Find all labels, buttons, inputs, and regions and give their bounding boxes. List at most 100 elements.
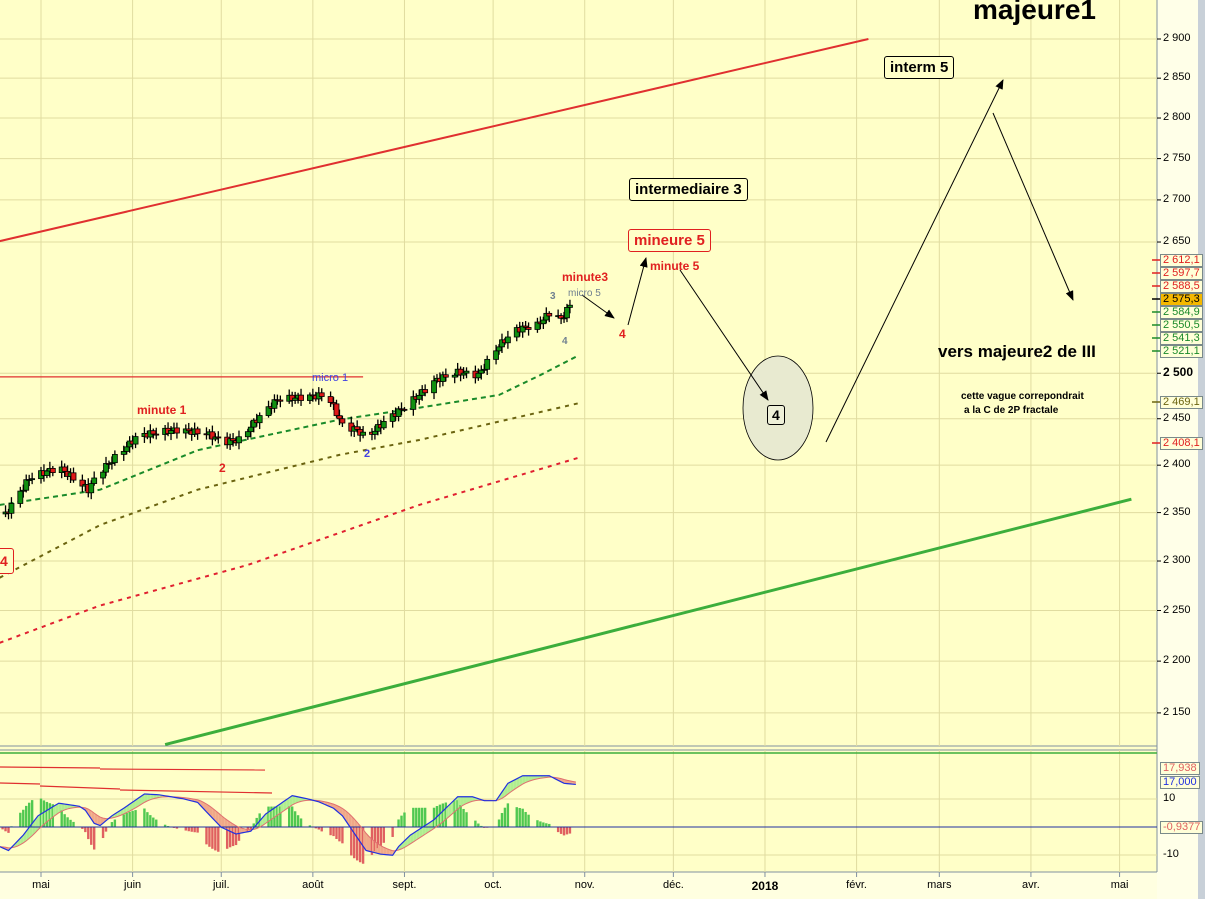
oscillator-fill: [88, 809, 92, 819]
candle-body: [153, 433, 160, 436]
oscillator-fill: [377, 843, 381, 855]
oscillator-fill: [97, 815, 101, 826]
projection-arrow: [825, 79, 1004, 443]
date-axis: [0, 872, 1157, 899]
candle: [431, 375, 437, 400]
label-circle4: 4: [767, 405, 785, 426]
label-micro1: micro 1: [312, 372, 349, 384]
histogram-bar: [565, 827, 569, 835]
y-tick-label: 2 350: [1163, 505, 1191, 518]
oscillator-fill: [212, 808, 216, 822]
oscillator-fill: [94, 813, 98, 825]
candle-body: [564, 307, 570, 319]
projection-arrow: [679, 269, 769, 401]
label-wave3: 3: [550, 291, 556, 302]
candle: [49, 465, 56, 477]
oscillator-fill: [363, 829, 367, 851]
candle-body: [540, 319, 547, 325]
histogram-bar: [134, 810, 137, 827]
x-tick-label: mars: [927, 879, 952, 891]
oscillator-fill: [366, 833, 370, 852]
y-tick-label: 2 500: [1163, 365, 1194, 380]
histogram-bar: [104, 827, 108, 832]
oscillator-fill: [147, 794, 151, 801]
x-tick-label: août: [302, 879, 324, 891]
label-micro5: micro 5: [568, 288, 601, 299]
histogram-bar: [477, 823, 480, 827]
x-tick-label: nov.: [574, 879, 595, 891]
oscillator-fill: [466, 796, 470, 804]
oscillator-fill: [398, 843, 402, 851]
histogram-bar: [412, 807, 415, 827]
moving-average-2: [0, 456, 580, 644]
histogram-bar: [376, 827, 380, 849]
candle-body: [546, 312, 553, 317]
histogram-bar: [465, 812, 468, 827]
histogram-bar: [456, 800, 459, 827]
candle-body: [23, 479, 30, 491]
candle-body: [168, 430, 174, 434]
oscillator-fill: [522, 775, 526, 785]
histogram-bar: [128, 811, 131, 827]
histogram-bar: [500, 813, 504, 827]
oscillator-label: 17,938: [1160, 762, 1200, 775]
label-mineure5: mineure 5: [628, 229, 711, 253]
oscillator-fill: [215, 810, 219, 825]
candle-body: [215, 436, 222, 439]
histogram-bar: [293, 811, 297, 827]
candle-body: [111, 454, 118, 464]
histogram-bar: [542, 822, 545, 827]
label-minute1: minute 1: [137, 403, 187, 417]
histogram-bar: [515, 807, 518, 827]
histogram-bar: [418, 807, 421, 827]
candle-body: [8, 503, 15, 514]
oscillator-fill: [135, 798, 139, 808]
histogram-bar: [175, 827, 179, 829]
price-label: 2 550,5: [1160, 319, 1203, 332]
price-label: 2 469,1: [1160, 396, 1203, 409]
oscillator-fill: [501, 787, 505, 799]
histogram-bar: [63, 814, 66, 827]
y-tick-label: 2 450: [1163, 411, 1191, 424]
candle: [484, 355, 491, 375]
y-tick-label: 2 300: [1163, 554, 1191, 567]
candle-body: [123, 446, 130, 452]
oscillator-fill: [259, 817, 263, 828]
histogram-bar: [397, 819, 400, 827]
histogram-bar: [462, 808, 465, 827]
oscillator-fill: [91, 810, 95, 824]
x-tick-label: déc.: [662, 879, 684, 891]
title-majeure1: majeure1: [973, 0, 1096, 25]
histogram-bar: [193, 827, 196, 833]
candle-body: [194, 428, 201, 435]
histogram-bar: [19, 812, 22, 827]
candle: [194, 426, 201, 440]
divergence-line: [119, 789, 273, 794]
histogram-bar: [474, 820, 477, 827]
histogram-bar: [163, 824, 167, 827]
histogram-bar: [423, 807, 427, 827]
oscillator-fill: [425, 823, 429, 835]
price-label: 2 612,1: [1160, 254, 1203, 267]
label-minute3: minute3: [562, 270, 609, 284]
oscillator-label: -0,9377: [1160, 821, 1204, 834]
histogram-bar: [155, 819, 158, 827]
candle-body: [277, 399, 284, 402]
histogram-bar: [39, 798, 43, 827]
oscillator-fill: [221, 815, 225, 829]
candle: [215, 431, 222, 444]
candle: [91, 471, 98, 486]
candle: [174, 422, 180, 439]
histogram-bar: [391, 827, 394, 837]
histogram-bar: [149, 815, 152, 827]
histogram-bar: [403, 812, 406, 827]
x-tick-label: mai: [32, 879, 50, 891]
histogram-bar: [308, 825, 312, 827]
candle-body: [493, 350, 499, 360]
candle: [360, 426, 366, 439]
histogram-bar: [314, 827, 318, 829]
candle-body: [416, 394, 423, 400]
label-minute5: minute 5: [650, 259, 700, 273]
histogram-bar: [4, 827, 7, 832]
histogram-bar: [69, 819, 72, 827]
